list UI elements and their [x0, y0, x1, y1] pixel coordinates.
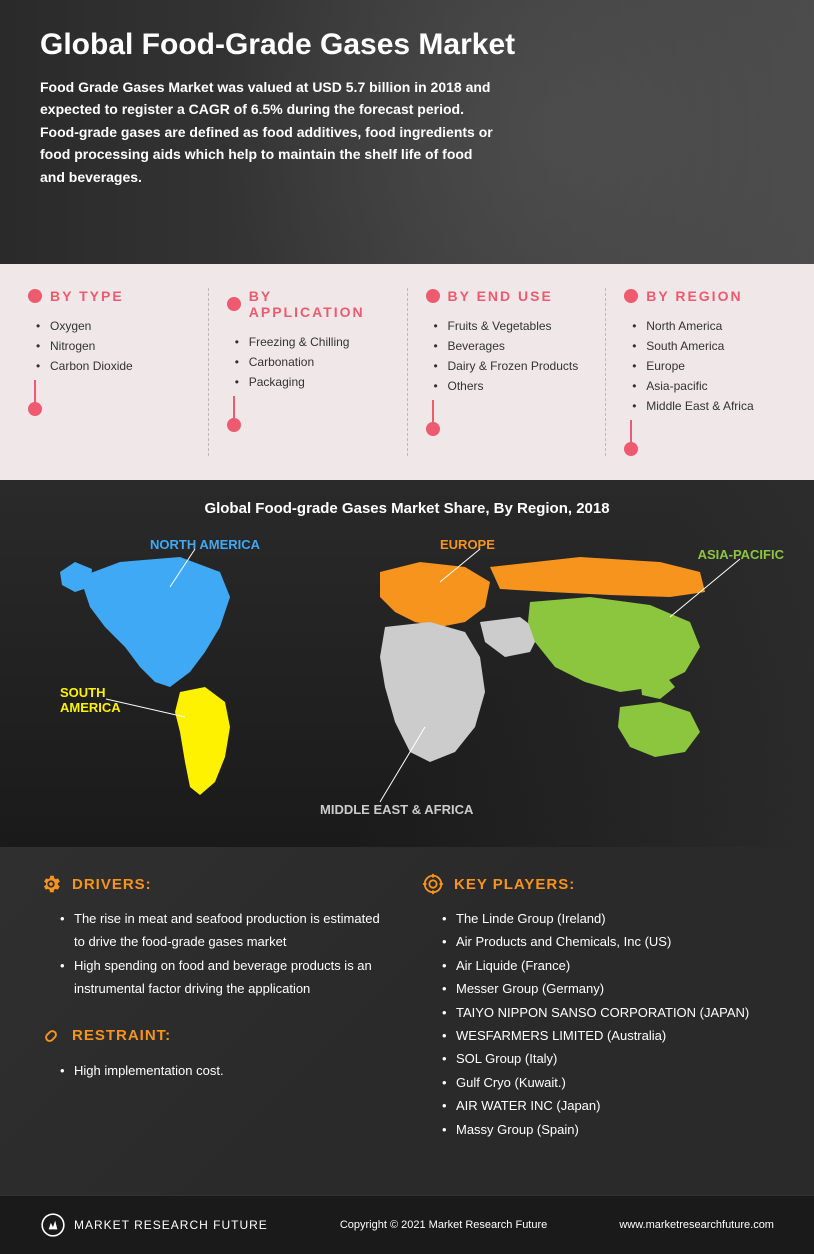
- category-list: Fruits & VegetablesBeveragesDairy & Froz…: [426, 316, 588, 396]
- connector-line: [630, 420, 632, 444]
- category-item: Carbon Dioxide: [36, 356, 190, 376]
- list-item: SOL Group (Italy): [442, 1047, 774, 1070]
- region-australia: [618, 702, 700, 757]
- dot-icon: [227, 418, 241, 432]
- category-title: BY TYPE: [50, 288, 124, 304]
- list-item: Air Products and Chemicals, Inc (US): [442, 930, 774, 953]
- footer-copyright: Copyright © 2021 Market Research Future: [340, 1219, 547, 1231]
- list-item: Gulf Cryo (Kuwait.): [442, 1071, 774, 1094]
- map-label-ap: ASIA-PACIFIC: [698, 547, 784, 562]
- footer: MARKET RESEARCH FUTURE Copyright © 2021 …: [0, 1195, 814, 1254]
- drivers-title: DRIVERS:: [72, 876, 152, 893]
- category-item: Nitrogen: [36, 336, 190, 356]
- region-asia: [528, 597, 700, 692]
- category-title: BY REGION: [646, 288, 742, 304]
- page-title: Global Food-Grade Gases Market: [40, 28, 774, 62]
- chain-icon: [40, 1025, 62, 1047]
- hero-description: Food Grade Gases Market was valued at US…: [40, 76, 500, 188]
- map-title: Global Food-grade Gases Market Share, By…: [20, 500, 794, 517]
- category-head: BY APPLICATION: [227, 288, 389, 320]
- list-item: Messer Group (Germany): [442, 977, 774, 1000]
- region-russia: [490, 557, 705, 597]
- dot-icon: [28, 402, 42, 416]
- category-column: BY APPLICATION Freezing & ChillingCarbona…: [208, 288, 407, 456]
- category-title: BY END USE: [448, 288, 553, 304]
- category-item: North America: [632, 316, 786, 336]
- category-column: BY END USE Fruits & VegetablesBeveragesDa…: [407, 288, 606, 456]
- keyplayers-head: KEY PLAYERS:: [422, 873, 774, 895]
- map-label-eu: EUROPE: [440, 537, 495, 552]
- category-item: Others: [434, 376, 588, 396]
- map-section: Global Food-grade Gases Market Share, By…: [0, 480, 814, 847]
- category-item: Europe: [632, 356, 786, 376]
- connector-line: [233, 396, 235, 420]
- dot-icon: [426, 422, 440, 436]
- restraint-list: High implementation cost.: [40, 1059, 392, 1082]
- world-map: NORTH AMERICA EUROPE ASIA-PACIFIC SSOUTH…: [20, 527, 794, 817]
- drivers-list: The rise in meat and seafood production …: [40, 907, 392, 1001]
- category-item: Oxygen: [36, 316, 190, 336]
- map-label-sa: SSOUTHAMERICA: [60, 685, 121, 715]
- list-item: The rise in meat and seafood production …: [60, 907, 392, 954]
- hero-section: Global Food-Grade Gases Market Food Grad…: [0, 0, 814, 264]
- map-label-na: NORTH AMERICA: [150, 537, 260, 552]
- category-item: Packaging: [235, 372, 389, 392]
- category-head: BY TYPE: [28, 288, 190, 304]
- footer-url: www.marketresearchfuture.com: [619, 1219, 774, 1231]
- category-column: BY REGION North AmericaSouth AmericaEurop…: [605, 288, 804, 456]
- category-head: BY END USE: [426, 288, 588, 304]
- category-item: Dairy & Frozen Products: [434, 356, 588, 376]
- connector-line: [432, 400, 434, 424]
- category-item: Fruits & Vegetables: [434, 316, 588, 336]
- category-list: North AmericaSouth AmericaEuropeAsia-pac…: [624, 316, 786, 416]
- list-item: High spending on food and beverage produ…: [60, 954, 392, 1001]
- category-item: Beverages: [434, 336, 588, 356]
- category-head: BY REGION: [624, 288, 786, 304]
- brand-icon: [40, 1212, 66, 1238]
- list-item: TAIYO NIPPON SANSO CORPORATION (JAPAN): [442, 1001, 774, 1024]
- restraint-title: RESTRAINT:: [72, 1027, 171, 1044]
- target-icon: [422, 873, 444, 895]
- category-title: BY APPLICATION: [249, 288, 389, 320]
- category-item: Asia-pacific: [632, 376, 786, 396]
- footer-brand: MARKET RESEARCH FUTURE: [40, 1212, 268, 1238]
- gear-icon: [40, 873, 62, 895]
- list-item: High implementation cost.: [60, 1059, 392, 1082]
- category-list: OxygenNitrogenCarbon Dioxide: [28, 316, 190, 376]
- connector-line: [34, 380, 36, 404]
- brand-text: MARKET RESEARCH FUTURE: [74, 1218, 268, 1232]
- bottom-section: DRIVERS: The rise in meat and seafood pr…: [0, 847, 814, 1195]
- dot-icon: [227, 297, 241, 311]
- keyplayers-list: The Linde Group (Ireland)Air Products an…: [422, 907, 774, 1141]
- region-south-america: [175, 687, 230, 795]
- left-column: DRIVERS: The rise in meat and seafood pr…: [40, 873, 392, 1165]
- restraint-head: RESTRAINT:: [40, 1025, 392, 1047]
- keyplayers-title: KEY PLAYERS:: [454, 876, 575, 893]
- category-item: Middle East & Africa: [632, 396, 786, 416]
- category-item: South America: [632, 336, 786, 356]
- list-item: Massy Group (Spain): [442, 1118, 774, 1141]
- list-item: Air Liquide (France): [442, 954, 774, 977]
- drivers-head: DRIVERS:: [40, 873, 392, 895]
- list-item: AIR WATER INC (Japan): [442, 1094, 774, 1117]
- category-item: Freezing & Chilling: [235, 332, 389, 352]
- dot-icon: [426, 289, 440, 303]
- list-item: WESFARMERS LIMITED (Australia): [442, 1024, 774, 1047]
- category-list: Freezing & ChillingCarbonationPackaging: [227, 332, 389, 392]
- dot-icon: [28, 289, 42, 303]
- region-africa: [380, 622, 485, 762]
- region-europe: [380, 562, 490, 627]
- category-item: Carbonation: [235, 352, 389, 372]
- categories-row: BY TYPE OxygenNitrogenCarbon Dioxide BY AP…: [0, 264, 814, 480]
- region-north-america: [60, 557, 230, 687]
- dot-icon: [624, 289, 638, 303]
- list-item: The Linde Group (Ireland): [442, 907, 774, 930]
- dot-icon: [624, 442, 638, 456]
- map-label-me: MIDDLE EAST & AFRICA: [320, 802, 473, 817]
- category-column: BY TYPE OxygenNitrogenCarbon Dioxide: [10, 288, 208, 456]
- map-svg: [20, 527, 780, 807]
- right-column: KEY PLAYERS: The Linde Group (Ireland)Ai…: [422, 873, 774, 1165]
